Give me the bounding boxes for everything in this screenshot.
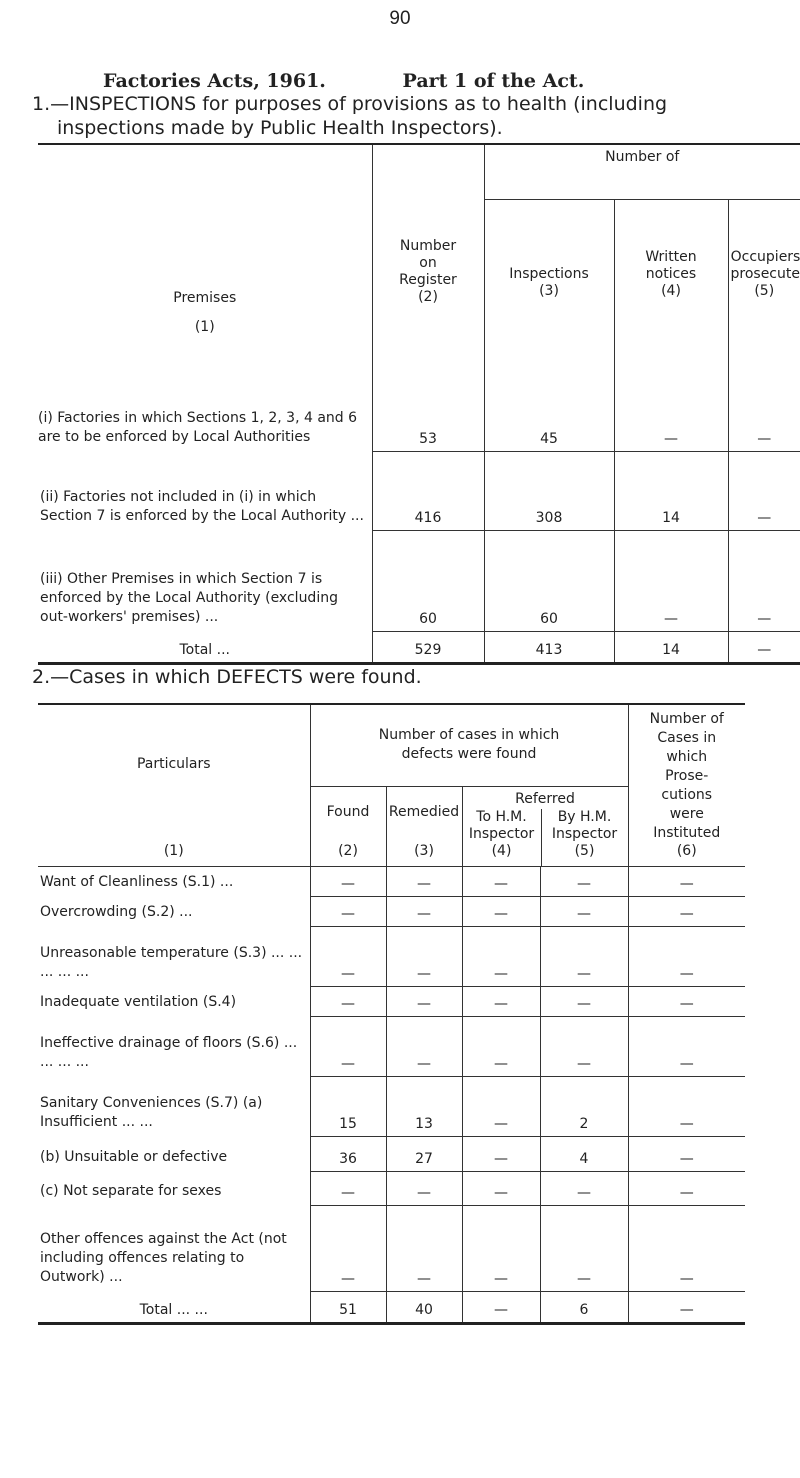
header-remedied: Remedied (3) (385, 786, 462, 866)
table-row: Want of Cleanliness (S.1) ... — — — — — (38, 865, 745, 897)
table-row: (c) Not separate for sexes — — — — — (38, 1171, 745, 1206)
table-row: (b) Unsuitable or defective 36 27—4— (38, 1136, 745, 1172)
header-premises: Premises (1) (173, 290, 237, 335)
header-by-hm: By H.M. Inspector (5) (540, 808, 628, 866)
section1-title-line2: inspections made by Public Health Inspec… (57, 117, 503, 139)
section1-title-line1: 1.—INSPECTIONS for purposes of provision… (32, 93, 668, 115)
header-prosecutions: Number of Cases in which Prose-cutions w… (627, 704, 745, 866)
header-register: Number on Register (2) (371, 144, 484, 342)
table-row: Unreasonable temperature (S.3) ... ... .… (38, 926, 745, 987)
header-inspections: Inspections (3) (483, 199, 614, 342)
total-row: Total ... 529 413 14 — (38, 631, 800, 663)
table-row: Sanitary Conveniences (S.7) (a) Insuffic… (38, 1076, 745, 1137)
table-row: Overcrowding (S.2) ... — — — — — (38, 896, 745, 927)
table-row: Ineffective drainage of floors (S.6) ...… (38, 1016, 745, 1077)
page-number: 90 (389, 8, 411, 29)
inspections-table: Premises (1) Number on Register (2) Number… (38, 143, 800, 665)
defects-table: Particulars (1) Number of cases in which … (38, 703, 745, 1325)
header-referred: Referred To H.M. Inspector (4) By H.M. In… (461, 786, 628, 866)
header-to-hm: To H.M. Inspector (4) (468, 808, 535, 859)
table-row: Inadequate ventilation (S.4) — — — — — (38, 986, 745, 1017)
table-row: (i) Factories in which Sections 1, 2, 3,… (38, 342, 800, 452)
heading-acts: Factories Acts, 1961. (103, 70, 326, 92)
heading-part: Part 1 of the Act. (402, 70, 585, 92)
table-row: (ii) Factories not included in (i) in wh… (38, 451, 800, 531)
page-heading: Factories Acts, 1961. Part 1 of the Act. (103, 70, 584, 92)
header-number-of: Number of (483, 144, 800, 200)
header-found: Found (2) (309, 786, 386, 866)
section1-title: 1.—INSPECTIONS for purposes of provision… (32, 92, 792, 140)
table-row: (iii) Other Premises in which Section 7 … (38, 530, 800, 632)
table-row: Other offences against the Act (not incl… (38, 1205, 745, 1292)
section2-title: 2.—Cases in which DEFECTS were found. (32, 666, 422, 688)
header-written: Written notices (4) (613, 199, 728, 342)
header-number-cases: Number of cases in which defects were fo… (309, 704, 628, 787)
total-row: Total ... ... 51 40—6— (38, 1291, 745, 1323)
header-particulars: Particulars (1) (136, 755, 211, 859)
header-occupiers: Occupiers prosecuted(5) (727, 199, 800, 342)
